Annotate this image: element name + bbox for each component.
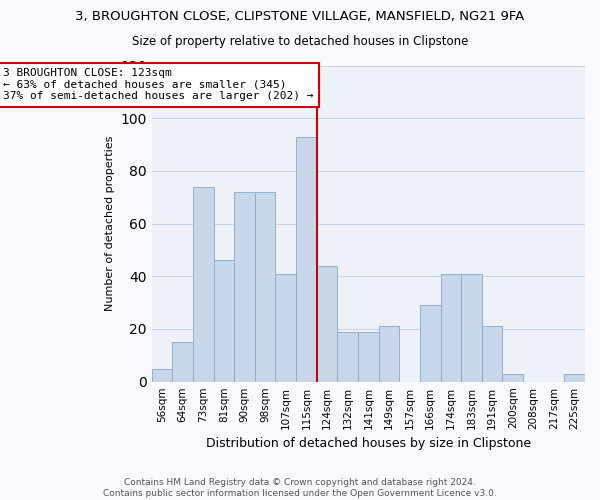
Bar bbox=[214, 260, 234, 382]
Bar bbox=[255, 192, 275, 382]
Text: Contains HM Land Registry data © Crown copyright and database right 2024.
Contai: Contains HM Land Registry data © Crown c… bbox=[103, 478, 497, 498]
Bar bbox=[172, 342, 193, 382]
Text: Size of property relative to detached houses in Clipstone: Size of property relative to detached ho… bbox=[132, 35, 468, 48]
Bar bbox=[358, 332, 379, 382]
Bar bbox=[152, 368, 172, 382]
Bar bbox=[296, 136, 317, 382]
Bar bbox=[379, 326, 399, 382]
Bar bbox=[502, 374, 523, 382]
Bar bbox=[337, 332, 358, 382]
Bar bbox=[420, 306, 440, 382]
Text: 3 BROUGHTON CLOSE: 123sqm
← 63% of detached houses are smaller (345)
37% of semi: 3 BROUGHTON CLOSE: 123sqm ← 63% of detac… bbox=[3, 68, 314, 102]
Text: 3, BROUGHTON CLOSE, CLIPSTONE VILLAGE, MANSFIELD, NG21 9FA: 3, BROUGHTON CLOSE, CLIPSTONE VILLAGE, M… bbox=[76, 10, 524, 23]
Bar bbox=[565, 374, 585, 382]
Bar bbox=[482, 326, 502, 382]
Bar bbox=[275, 274, 296, 382]
Y-axis label: Number of detached properties: Number of detached properties bbox=[105, 136, 115, 312]
Bar bbox=[317, 266, 337, 382]
Bar bbox=[440, 274, 461, 382]
Bar bbox=[193, 186, 214, 382]
X-axis label: Distribution of detached houses by size in Clipstone: Distribution of detached houses by size … bbox=[206, 437, 531, 450]
Bar bbox=[461, 274, 482, 382]
Bar bbox=[234, 192, 255, 382]
